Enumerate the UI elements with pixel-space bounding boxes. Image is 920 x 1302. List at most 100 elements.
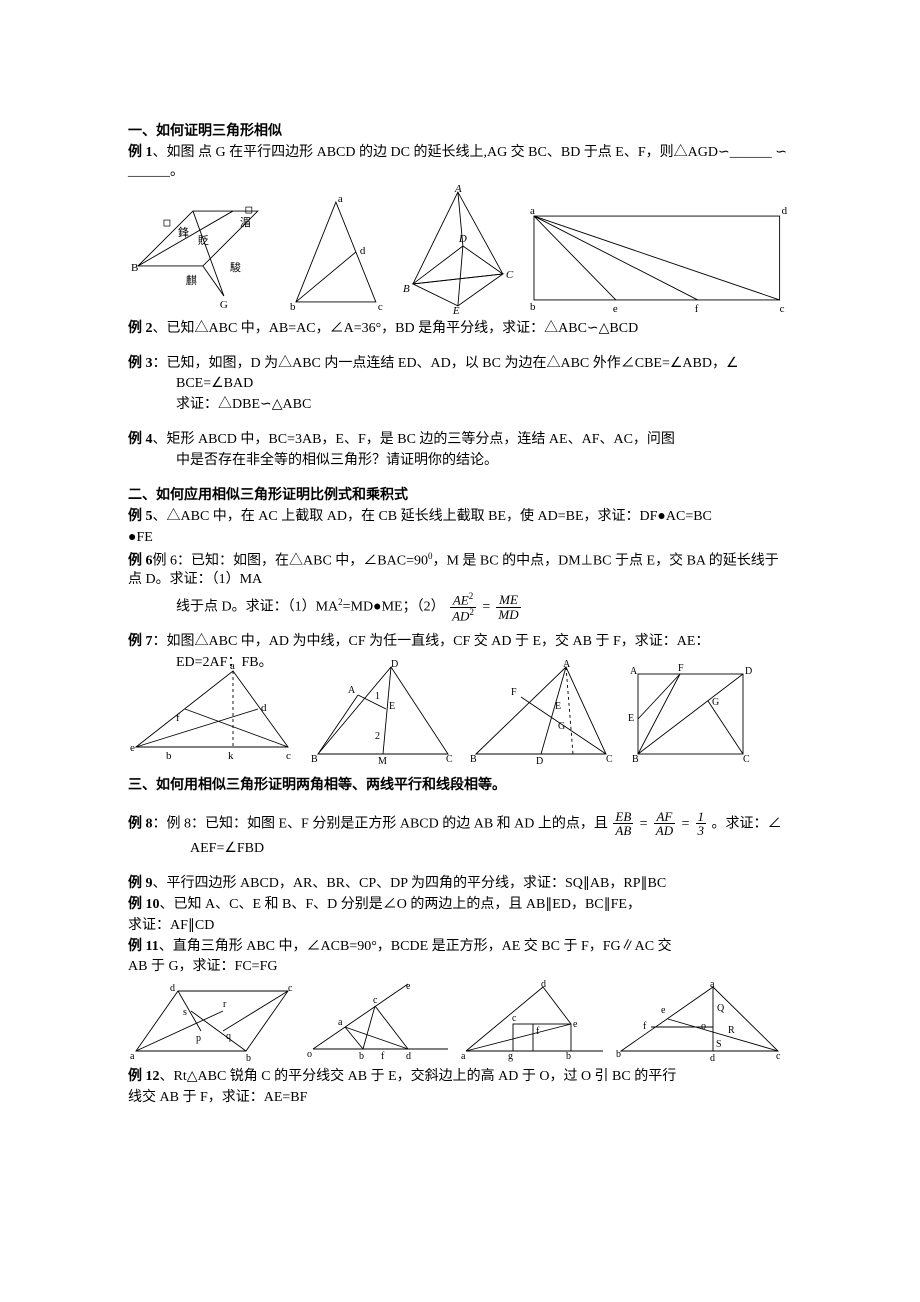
section-3-heading: 三、如何用相似三角形证明两角相等、两线平行和线段相等。 <box>128 777 792 796</box>
label-a: a <box>338 194 343 205</box>
label-c: c <box>776 1051 781 1062</box>
label-b: b <box>359 1051 364 1062</box>
label-c: c <box>512 1013 517 1024</box>
label-a: a <box>230 660 235 672</box>
label-c: c <box>780 303 785 314</box>
example-3-text: 例 3：已知，如图，D 为△ABC 内一点连结 ED、AD，以 BC 为边在△A… <box>128 355 792 374</box>
label-d: d <box>782 205 788 217</box>
label-d: d <box>360 245 366 257</box>
label-b: b <box>166 750 172 762</box>
label-b: b <box>530 301 536 313</box>
label-g: g <box>508 1051 513 1062</box>
label-B: B <box>470 754 477 765</box>
label-E: E <box>555 701 561 712</box>
example-12-text-2: 线交 AB 于 F，求证：AE=BF <box>128 1089 792 1108</box>
label-d: d <box>406 1051 411 1062</box>
example-10-text-2: 求证：AF∥CD <box>128 917 792 936</box>
label-f: f <box>176 712 180 724</box>
label-S: S <box>716 1039 722 1050</box>
label-a: a <box>710 979 715 990</box>
label-B: B <box>632 754 639 765</box>
label-D: D <box>391 659 398 670</box>
fraction-me-md: MEMD <box>496 593 520 621</box>
label-cjk-c: 麒 <box>186 273 197 287</box>
label-b: b <box>566 1051 571 1062</box>
label-B: B <box>403 283 410 295</box>
label-A: A <box>563 659 571 670</box>
label-d: d <box>710 1053 715 1064</box>
example-2-text: 例 2、已知△ABC 中，AB=AC，∠A=36°，BD 是角平分线，求证：△A… <box>128 320 792 339</box>
label-c: c <box>378 301 383 313</box>
label-e: e <box>573 1019 578 1030</box>
example-10-text: 例 10、已知 A、C、E 和 B、F、D 分别是∠O 的两边上的点，且 AB∥… <box>128 896 792 915</box>
label-B: B <box>131 262 138 274</box>
label-c: c <box>373 995 378 1006</box>
label-A: A <box>454 184 462 195</box>
figure-1-4: a d b e f c <box>522 204 792 314</box>
label-e: e <box>406 981 411 992</box>
example-5-text-2: ●FE <box>128 529 792 548</box>
label-e: e <box>130 742 135 754</box>
figure-2-3: A B C D E F G <box>458 659 618 769</box>
label-f: f <box>643 1021 647 1032</box>
label-a: a <box>461 1051 466 1062</box>
label-c: c <box>288 983 293 994</box>
label-A: A <box>630 666 638 677</box>
figure-3-1: a b c d p q r s <box>128 979 303 1064</box>
label-Q: Q <box>717 1003 725 1014</box>
label-C: C <box>446 754 453 765</box>
fraction-af-ad: AFAD <box>654 810 675 838</box>
label-f: f <box>381 1051 385 1062</box>
example-7-text: 例 7：如图△ABC 中，AD 为中线，CF 为任一直线，CF 交 AD 于 E… <box>128 633 792 652</box>
label-cjk-d: 駿 <box>230 260 241 274</box>
label-cjk-b: 貶 <box>198 234 209 247</box>
label-D: D <box>745 666 752 677</box>
example-11-text-2: AB 于 G，求证：FC=FG <box>128 958 792 977</box>
example-12-text: 例 12、Rt△ABC 锐角 C 的平分线交 AB 于 E，交斜边上的高 AD … <box>128 1068 792 1087</box>
label-C: C <box>606 754 613 765</box>
example-1-text: 例 1、如图 点 G 在平行四边形 ABCD 的边 DC 的延长线上,AG 交 … <box>128 144 792 182</box>
label-G: G <box>712 697 719 708</box>
figure-row-3: a b c d p q r s o a b <box>128 979 792 1064</box>
label-e: e <box>661 1005 666 1016</box>
figure-2-2: D B C A E M 1 2 <box>303 659 458 769</box>
figure-row-1: B G 湄 貶 麒 駿 鋒 a b c d <box>128 184 792 314</box>
figure-3-4: a b c d e f o Q R S <box>613 979 788 1064</box>
figure-2-4: A B C D E F G <box>618 659 758 769</box>
label-D: D <box>536 756 543 767</box>
figure-1-3: A B C D E <box>393 184 523 314</box>
label-f: f <box>695 303 699 314</box>
label-cjk-a: 湄 <box>240 216 251 229</box>
example-5-text: 例 5、△ABC 中，在 AC 上截取 AD，在 CB 延长线上截取 BE，使 … <box>128 508 792 527</box>
label-s: s <box>183 1007 187 1018</box>
example-6-text: 例 6例 6：已知：如图，在△ABC 中，∠BAC=900，M 是 BC 的中点… <box>128 550 792 590</box>
label-a: a <box>530 205 535 217</box>
fraction-1-3: 13 <box>696 810 707 838</box>
label-F: F <box>678 663 684 674</box>
label-R: R <box>728 1025 735 1036</box>
example-8-text: 例 8：例 8：已知：如图 E、F 分别是正方形 ABCD 的边 AB 和 AD… <box>128 810 792 838</box>
section-1-heading: 一、如何证明三角形相似 <box>128 123 792 142</box>
label-d: d <box>170 983 175 994</box>
label-2: 2 <box>375 731 380 742</box>
label-b: b <box>616 1049 621 1060</box>
fraction-eb-ab: EBAB <box>613 810 633 838</box>
label-o: o <box>701 1021 706 1032</box>
label-d: d <box>261 702 267 714</box>
label-p: p <box>196 1033 201 1044</box>
figure-2-1: a b c d e f k <box>128 659 303 769</box>
label-f: f <box>536 1026 540 1037</box>
fraction-ae-ad: AE2AD2 <box>450 592 476 623</box>
example-8-text-2: AEF=∠FBD <box>128 840 792 859</box>
label-a: a <box>130 1051 135 1062</box>
label-q: q <box>226 1031 231 1042</box>
label-e: e <box>613 303 618 314</box>
example-4-text: 例 4、矩形 ABCD 中，BC=3AB，E、F，是 BC 边的三等分点，连结 … <box>128 431 792 450</box>
label-E: E <box>452 305 460 314</box>
figure-1-2: a b c d <box>278 194 393 314</box>
label-b: b <box>290 301 296 313</box>
example-6-text-2: 线于点 D。求证：（1）MA2=MD●ME；（2） AE2AD2 = MEMD <box>128 592 792 623</box>
label-F: F <box>511 687 517 698</box>
label-E: E <box>628 713 634 724</box>
example-11-text: 例 11、直角三角形 ABC 中，∠ACB=90°，BCDE 是正方形，AE 交… <box>128 938 792 957</box>
